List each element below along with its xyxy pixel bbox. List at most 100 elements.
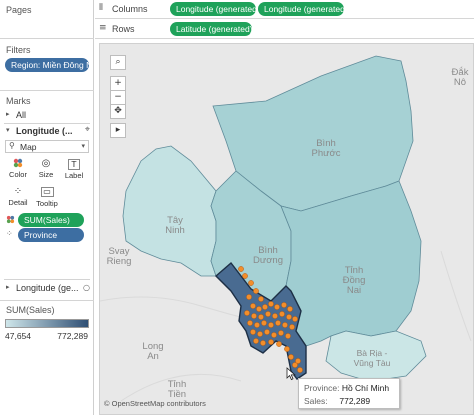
minus-icon: − xyxy=(114,92,122,102)
tooltip-province-row: Province: Hồ Chí Minh xyxy=(304,383,389,393)
marks-title: Marks xyxy=(6,96,31,106)
color-legend-ramp xyxy=(5,319,89,328)
sales-point xyxy=(260,340,266,346)
map-label-long-an: Long An xyxy=(136,342,170,362)
map-label-line: Long xyxy=(142,341,164,352)
mark-type-dropdown[interactable]: ⚲ Map ▾ xyxy=(5,140,89,153)
marks-card-longitude-1[interactable]: ▾ Longitude (... ⌖ xyxy=(6,125,90,138)
columns-label: Columns xyxy=(112,4,148,14)
sales-point xyxy=(286,314,292,320)
sales-point xyxy=(261,320,267,326)
legend-max: 772,289 xyxy=(57,331,88,341)
map-label-line: Đồng xyxy=(342,275,366,286)
size-button[interactable]: ◎ Size xyxy=(34,157,58,179)
legend-min: 47,654 xyxy=(5,331,31,341)
map-label-dak: Đắk Nô xyxy=(445,68,473,88)
sales-point xyxy=(258,314,264,320)
sales-point xyxy=(287,306,293,312)
sales-point xyxy=(295,358,301,364)
sales-point xyxy=(289,324,295,330)
sales-point xyxy=(278,330,284,336)
tooltip-sales-row: Sales: 772,289 xyxy=(304,396,370,406)
map-toolbar-expand-button[interactable]: ▸ xyxy=(110,123,126,138)
map-label-line: Bình xyxy=(258,245,278,256)
tooltip-button[interactable]: ▭ Tooltip xyxy=(34,185,60,208)
sales-point xyxy=(246,294,252,300)
rows-icon: ≡ xyxy=(99,23,107,33)
map-label-line: Nai xyxy=(346,285,362,296)
columns-shelf[interactable]: ⦀ Columns Longitude (generated) Longitud… xyxy=(95,0,474,19)
map-label-line: Tây xyxy=(167,215,183,226)
sales-point xyxy=(244,310,250,316)
sales-point xyxy=(248,280,254,286)
size-button-label: Size xyxy=(38,170,54,179)
color-palette-icon xyxy=(7,158,29,170)
sales-point xyxy=(276,341,282,347)
map-label-line: Svay xyxy=(108,246,130,257)
sales-point xyxy=(247,320,253,326)
sales-point xyxy=(268,322,274,328)
map-label-ba-ria: Bà Rịa - Vũng Tàu xyxy=(350,348,394,368)
tooltip-icon: ▭ xyxy=(40,187,54,197)
map-label-line: Bà Rịa - xyxy=(356,348,388,358)
map-label-line: Dương xyxy=(252,255,284,266)
map-tooltip: Province: Hồ Chí Minh Sales: 772,289 xyxy=(298,378,400,409)
chevron-right-icon: ▸ xyxy=(6,283,10,291)
search-icon: ⌕ xyxy=(115,57,121,67)
map-canvas xyxy=(100,55,472,402)
sales-point xyxy=(254,322,260,328)
province-ba-ria-vung-tau xyxy=(325,330,427,380)
sales-point xyxy=(256,306,262,312)
detail-icon: ⁘ xyxy=(13,186,23,197)
detail-button-label: Detail xyxy=(8,198,28,207)
background-road xyxy=(120,373,242,402)
filter-pill-region[interactable]: Region: Miền Đông N... xyxy=(5,58,89,72)
rows-shelf[interactable]: ≡ Rows Latitude (generated) xyxy=(95,20,474,39)
play-icon: ▸ xyxy=(115,125,121,135)
sales-point xyxy=(268,339,274,345)
marks-all-label: All xyxy=(16,110,27,120)
map-view[interactable]: Bình Phước Tây Ninh Bình Dương Tỉnh Đồng… xyxy=(99,43,474,415)
sales-point xyxy=(292,316,298,322)
color-button[interactable]: Color xyxy=(6,157,30,179)
filters-divider xyxy=(0,90,94,91)
sales-point xyxy=(272,313,278,319)
label-button[interactable]: T Label xyxy=(62,157,86,180)
sales-point xyxy=(253,288,259,294)
marks-bottom-divider xyxy=(4,279,90,280)
sales-point xyxy=(262,304,268,310)
marks-card-longitude-2[interactable]: ▸ Longitude (ge... ○ xyxy=(6,283,90,295)
marks-all-row[interactable]: ▸ All xyxy=(6,110,90,122)
pan-lock-button[interactable]: ✥ xyxy=(110,104,126,119)
map-label-binh-phuoc: Bình Phước xyxy=(306,139,346,159)
sales-point xyxy=(242,273,248,279)
tooltip-sales-label: Sales: xyxy=(304,396,328,406)
province-pill[interactable]: Province xyxy=(18,228,84,242)
label-button-label: Label xyxy=(64,171,84,180)
sales-point xyxy=(258,296,264,302)
filters-title: Filters xyxy=(6,45,31,55)
map-search-button[interactable]: ⌕ xyxy=(110,55,126,70)
plus-icon: + xyxy=(114,78,122,88)
color-button-label: Color xyxy=(9,170,27,179)
sales-point xyxy=(238,266,244,272)
zoom-out-button[interactable]: − xyxy=(110,90,126,105)
map-label-tay-ninh: Tây Ninh xyxy=(160,216,190,236)
tooltip-province-value: Hồ Chí Minh xyxy=(341,383,390,393)
map-attribution[interactable]: © OpenStreetMap contributors xyxy=(104,399,206,408)
sales-point xyxy=(250,303,256,309)
sales-pill[interactable]: SUM(Sales) xyxy=(18,213,84,227)
map-label-svay-rieng: Svay Rieng xyxy=(102,247,136,267)
left-panel: Pages Filters Region: Miền Đông N... Mar… xyxy=(0,0,94,415)
chevron-down-icon: ▾ xyxy=(81,142,85,150)
sales-point xyxy=(274,304,280,310)
zoom-in-button[interactable]: + xyxy=(110,76,126,91)
sales-point xyxy=(285,333,291,339)
columns-pill-1[interactable]: Longitude (generated) xyxy=(170,2,260,16)
detail-button[interactable]: ⁘ Detail xyxy=(6,185,30,207)
map-label-line: Rieng xyxy=(106,256,132,267)
label-icon: T xyxy=(68,159,80,170)
sales-point xyxy=(297,367,303,373)
columns-pill-2[interactable]: Longitude (generated) xyxy=(258,2,348,16)
rows-pill-1[interactable]: Latitude (generated) xyxy=(170,22,253,36)
